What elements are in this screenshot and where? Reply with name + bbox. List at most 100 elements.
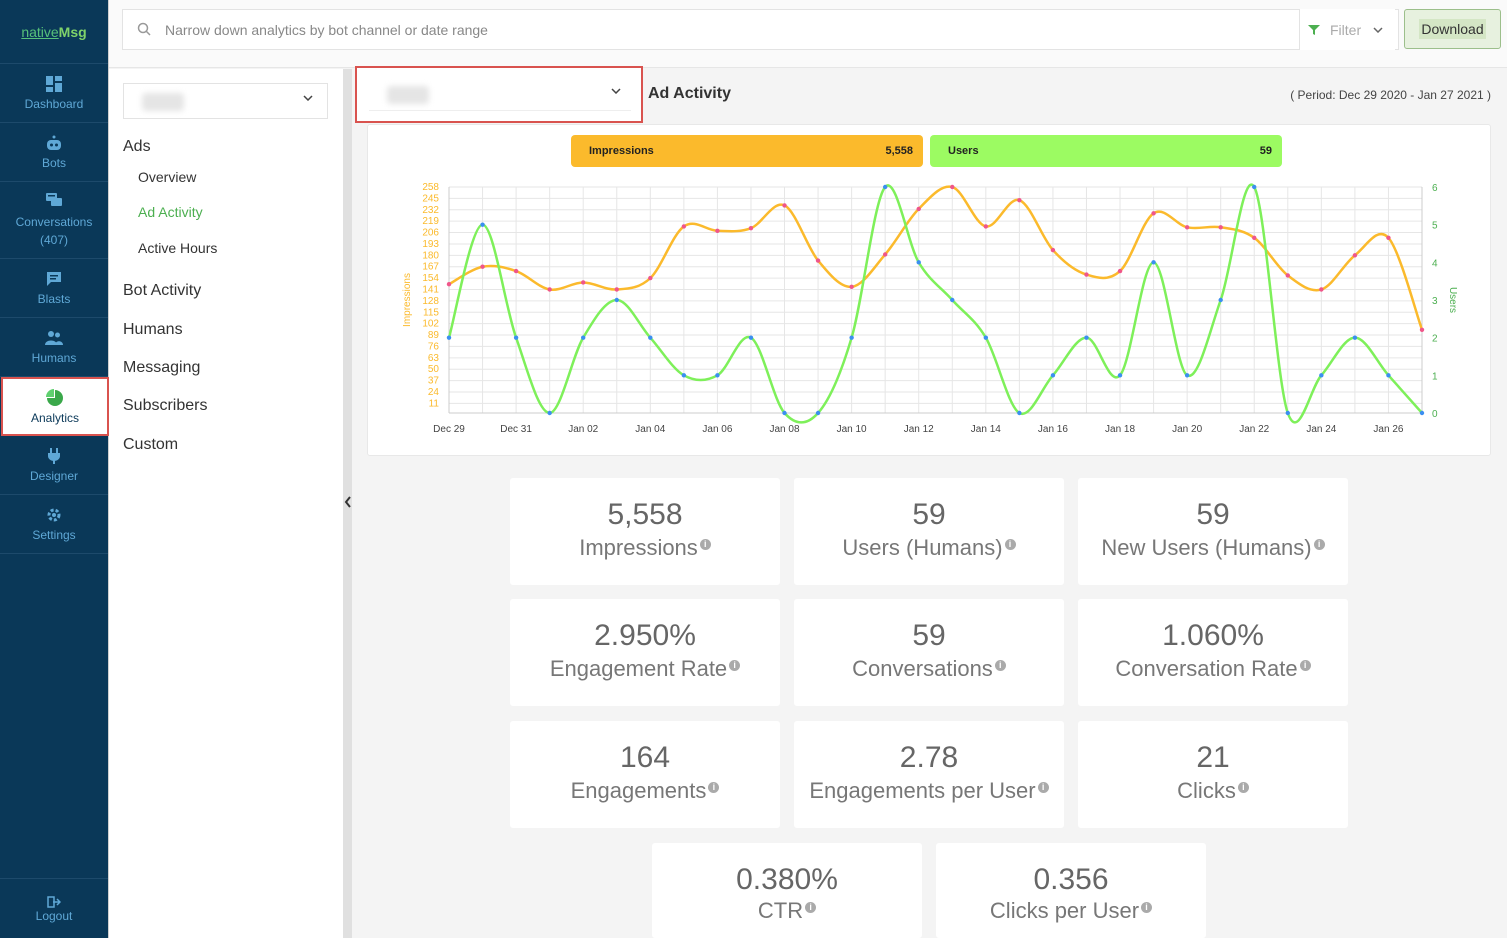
search-input[interactable]: Narrow down analytics by bot channel or …	[122, 9, 1399, 50]
sidebar-item-designer[interactable]: Designer	[0, 436, 108, 495]
sidebar-item-label: Settings	[32, 528, 76, 542]
sidebar-item-dashboard[interactable]: Dashboard	[0, 64, 108, 123]
impressions-point	[748, 225, 754, 231]
sidebar-item-humans[interactable]: Humans	[0, 318, 108, 377]
stat-card-engagements: 164 Engagements i	[510, 721, 780, 828]
sidebar-item-label: Bots	[41, 156, 66, 170]
stat-card-conversations: 59 Conversations i	[794, 599, 1064, 706]
impressions-line	[448, 185, 1424, 331]
stat-card-engagement-rate: 2.950% Engagement Rate i	[510, 599, 780, 706]
x-tick-label: Dec 31	[500, 424, 532, 435]
ad-activity-chart: 1124375063768910211512814115416718019320…	[402, 182, 1458, 435]
stat-label: Conversation Rate	[1115, 656, 1298, 681]
legend-impressions[interactable]: Impressions 5,558	[571, 135, 923, 167]
designer-icon	[48, 448, 60, 464]
bot-select[interactable]	[123, 83, 328, 119]
stat-value: 164	[619, 741, 671, 774]
ad-select-field	[369, 79, 631, 111]
subnav-item-active-hours[interactable]: Active Hours	[138, 240, 218, 256]
users-point	[1050, 373, 1056, 378]
collapse-panel-button[interactable]	[341, 492, 355, 512]
users-point	[782, 410, 787, 416]
subnav-item-ad-activity[interactable]: Ad Activity	[138, 204, 203, 220]
subnav-item-overview[interactable]: Overview	[138, 169, 197, 185]
info-icon[interactable]: i	[1004, 538, 1016, 550]
stat-label-wrap: Users (Humans) i	[794, 535, 1064, 561]
sidebar-item-analytics[interactable]: Analytics	[1, 377, 109, 436]
users-point	[983, 335, 989, 340]
y-right-tick-label: 5	[1432, 221, 1438, 232]
analytics-subnav: Ads Overview Ad Activity Active Hours Bo…	[109, 69, 343, 938]
y-left-tick-label: 258	[422, 182, 439, 193]
y-left-tick-label: 37	[428, 376, 440, 387]
search-placeholder: Narrow down analytics by bot channel or …	[165, 22, 488, 38]
y-left-tick-label: 128	[422, 296, 439, 307]
users-point	[1218, 297, 1223, 303]
info-icon[interactable]: i	[729, 659, 741, 671]
info-icon[interactable]: i	[805, 901, 817, 913]
sidebar-item-label: Humans	[31, 351, 77, 365]
sidebar-item-label: Conversations	[15, 215, 93, 229]
sidebar-item-conversations[interactable]: Conversations (407)	[0, 182, 108, 259]
users-point	[446, 335, 452, 340]
logout-button[interactable]: Logout	[0, 878, 108, 938]
subnav-group-bot-activity[interactable]: Bot Activity	[123, 282, 202, 299]
impressions-point	[614, 287, 619, 292]
x-tick-label: Jan 06	[702, 424, 732, 435]
impressions-point	[1352, 253, 1358, 258]
legend-impressions-label: Impressions	[589, 145, 654, 157]
x-tick-label: Jan 08	[770, 424, 800, 435]
y-left-tick-label: 193	[422, 239, 439, 250]
stat-card-users: 59 Users (Humans) i	[794, 478, 1064, 585]
users-point	[1319, 373, 1324, 378]
stat-value: 21	[1196, 741, 1230, 774]
info-icon[interactable]: i	[1313, 538, 1325, 550]
y-right-tick-label: 4	[1432, 258, 1438, 269]
subnav-group-ads[interactable]: Ads	[123, 138, 151, 155]
x-tick-label: Dec 29	[433, 424, 465, 435]
sidebar-item-blasts[interactable]: Blasts	[0, 259, 108, 318]
subnav-group-subscribers[interactable]: Subscribers	[123, 397, 208, 414]
sidebar-item-label: Designer	[29, 469, 79, 483]
info-icon[interactable]: i	[1237, 781, 1249, 793]
sidebar-item-bots[interactable]: Bots	[0, 123, 108, 182]
subnav-group-messaging[interactable]: Messaging	[123, 359, 201, 376]
x-tick-label: Jan 12	[904, 424, 934, 435]
stat-card-new-users: 59 New Users (Humans) i	[1078, 478, 1348, 585]
users-point	[748, 335, 754, 340]
filter-dropdown[interactable]: Filter	[1299, 9, 1395, 50]
users-point	[648, 335, 653, 340]
impressions-point	[1386, 235, 1391, 241]
logo-msg: Msg	[58, 23, 87, 40]
impressions-point	[681, 224, 687, 229]
ad-select[interactable]	[355, 66, 643, 123]
info-icon[interactable]: i	[1299, 659, 1311, 671]
download-button[interactable]: Download	[1404, 9, 1501, 49]
blasts-icon	[47, 272, 61, 286]
legend-users[interactable]: Users 59	[930, 135, 1282, 167]
users-point	[681, 373, 687, 378]
info-icon[interactable]: i	[708, 781, 720, 793]
stat-label-wrap: Conversation Rate i	[1078, 656, 1348, 682]
sidebar-item-settings[interactable]: Settings	[0, 495, 108, 554]
info-icon[interactable]: i	[1037, 781, 1049, 793]
subnav-group-custom[interactable]: Custom	[123, 436, 179, 453]
info-icon[interactable]: i	[699, 538, 711, 550]
y-left-tick-label: 219	[422, 216, 439, 227]
subnav-group-humans[interactable]: Humans	[123, 321, 183, 338]
app-logo[interactable]: native Msg	[0, 0, 108, 64]
stat-label: New Users (Humans)	[1101, 535, 1312, 560]
stat-card-ctr: 0.380% CTR i	[652, 843, 922, 938]
top-bar: Narrow down analytics by bot channel or …	[109, 0, 1507, 68]
info-icon[interactable]: i	[994, 659, 1006, 671]
info-icon[interactable]: i	[1141, 901, 1153, 913]
stat-label-wrap: Engagement Rate i	[510, 656, 780, 682]
impressions-point	[1285, 273, 1290, 278]
y-right-tick-label: 6	[1432, 183, 1438, 194]
users-point	[1084, 335, 1089, 340]
y-left-tick-label: 102	[422, 319, 439, 330]
stat-label: Clicks	[1177, 778, 1236, 803]
impressions-point	[815, 258, 821, 263]
users-point	[1117, 373, 1123, 378]
stat-value: 0.380%	[736, 863, 838, 896]
